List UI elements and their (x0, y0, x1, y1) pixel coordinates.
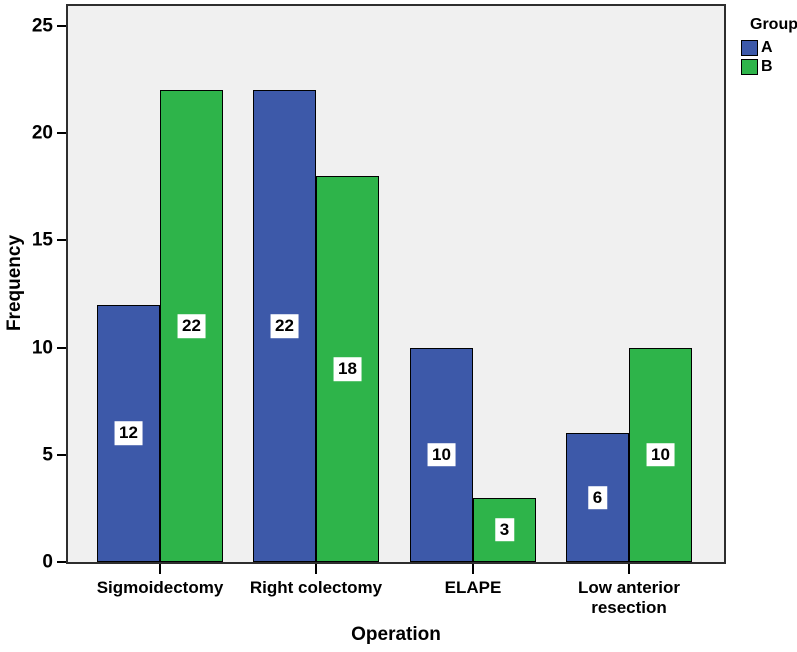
y-tick-label-5: 5 (42, 444, 53, 466)
x-tick-mark-2 (472, 564, 474, 574)
x-tick-mark-1 (315, 564, 317, 574)
y-tick-mark-10 (57, 346, 66, 349)
legend-item-A: A (741, 40, 797, 56)
y-tick-mark-25 (57, 25, 66, 27)
bar-B-2 (473, 497, 536, 562)
x-axis-title: Operation (351, 624, 441, 645)
bar-value-label-B-3: 10 (646, 443, 675, 467)
y-tick-label-15: 15 (31, 229, 53, 251)
y-tick-mark-5 (57, 453, 66, 456)
legend-title: Group (750, 16, 797, 33)
legend-swatch-A (741, 40, 758, 56)
bar-value-label-A-0: 12 (114, 421, 143, 446)
y-tick-label-20: 20 (31, 122, 53, 144)
legend-label-B: B (761, 58, 773, 75)
bar-value-label-B-2: 3 (494, 518, 515, 542)
x-category-label-3: Low anterior resection (577, 578, 680, 617)
x-category-label-0: Sigmoidectomy (96, 578, 224, 597)
bar-value-label-A-1: 22 (270, 314, 299, 338)
x-category-label-1: Right colectomy (249, 578, 383, 597)
legend-label-A: A (761, 39, 773, 56)
x-category-label-2: ELAPE (444, 578, 502, 597)
bar-value-label-A-3: 6 (587, 485, 608, 510)
y-tick-label-10: 10 (31, 337, 53, 359)
bar-value-label-B-1: 18 (333, 357, 362, 381)
legend-swatch-B (741, 59, 758, 75)
x-tick-mark-3 (628, 564, 630, 574)
bar-value-label-A-2: 10 (427, 443, 456, 467)
y-tick-label-0: 0 (42, 551, 53, 573)
x-tick-mark-0 (159, 564, 161, 574)
bar-value-label-B-0: 22 (177, 314, 206, 338)
y-tick-label-25: 25 (31, 15, 53, 37)
y-tick-mark-0 (57, 561, 66, 563)
y-tick-mark-20 (57, 132, 66, 135)
y-axis-title: Frequency (4, 234, 25, 332)
legend-item-B: B (741, 59, 797, 75)
y-tick-mark-15 (57, 239, 66, 242)
